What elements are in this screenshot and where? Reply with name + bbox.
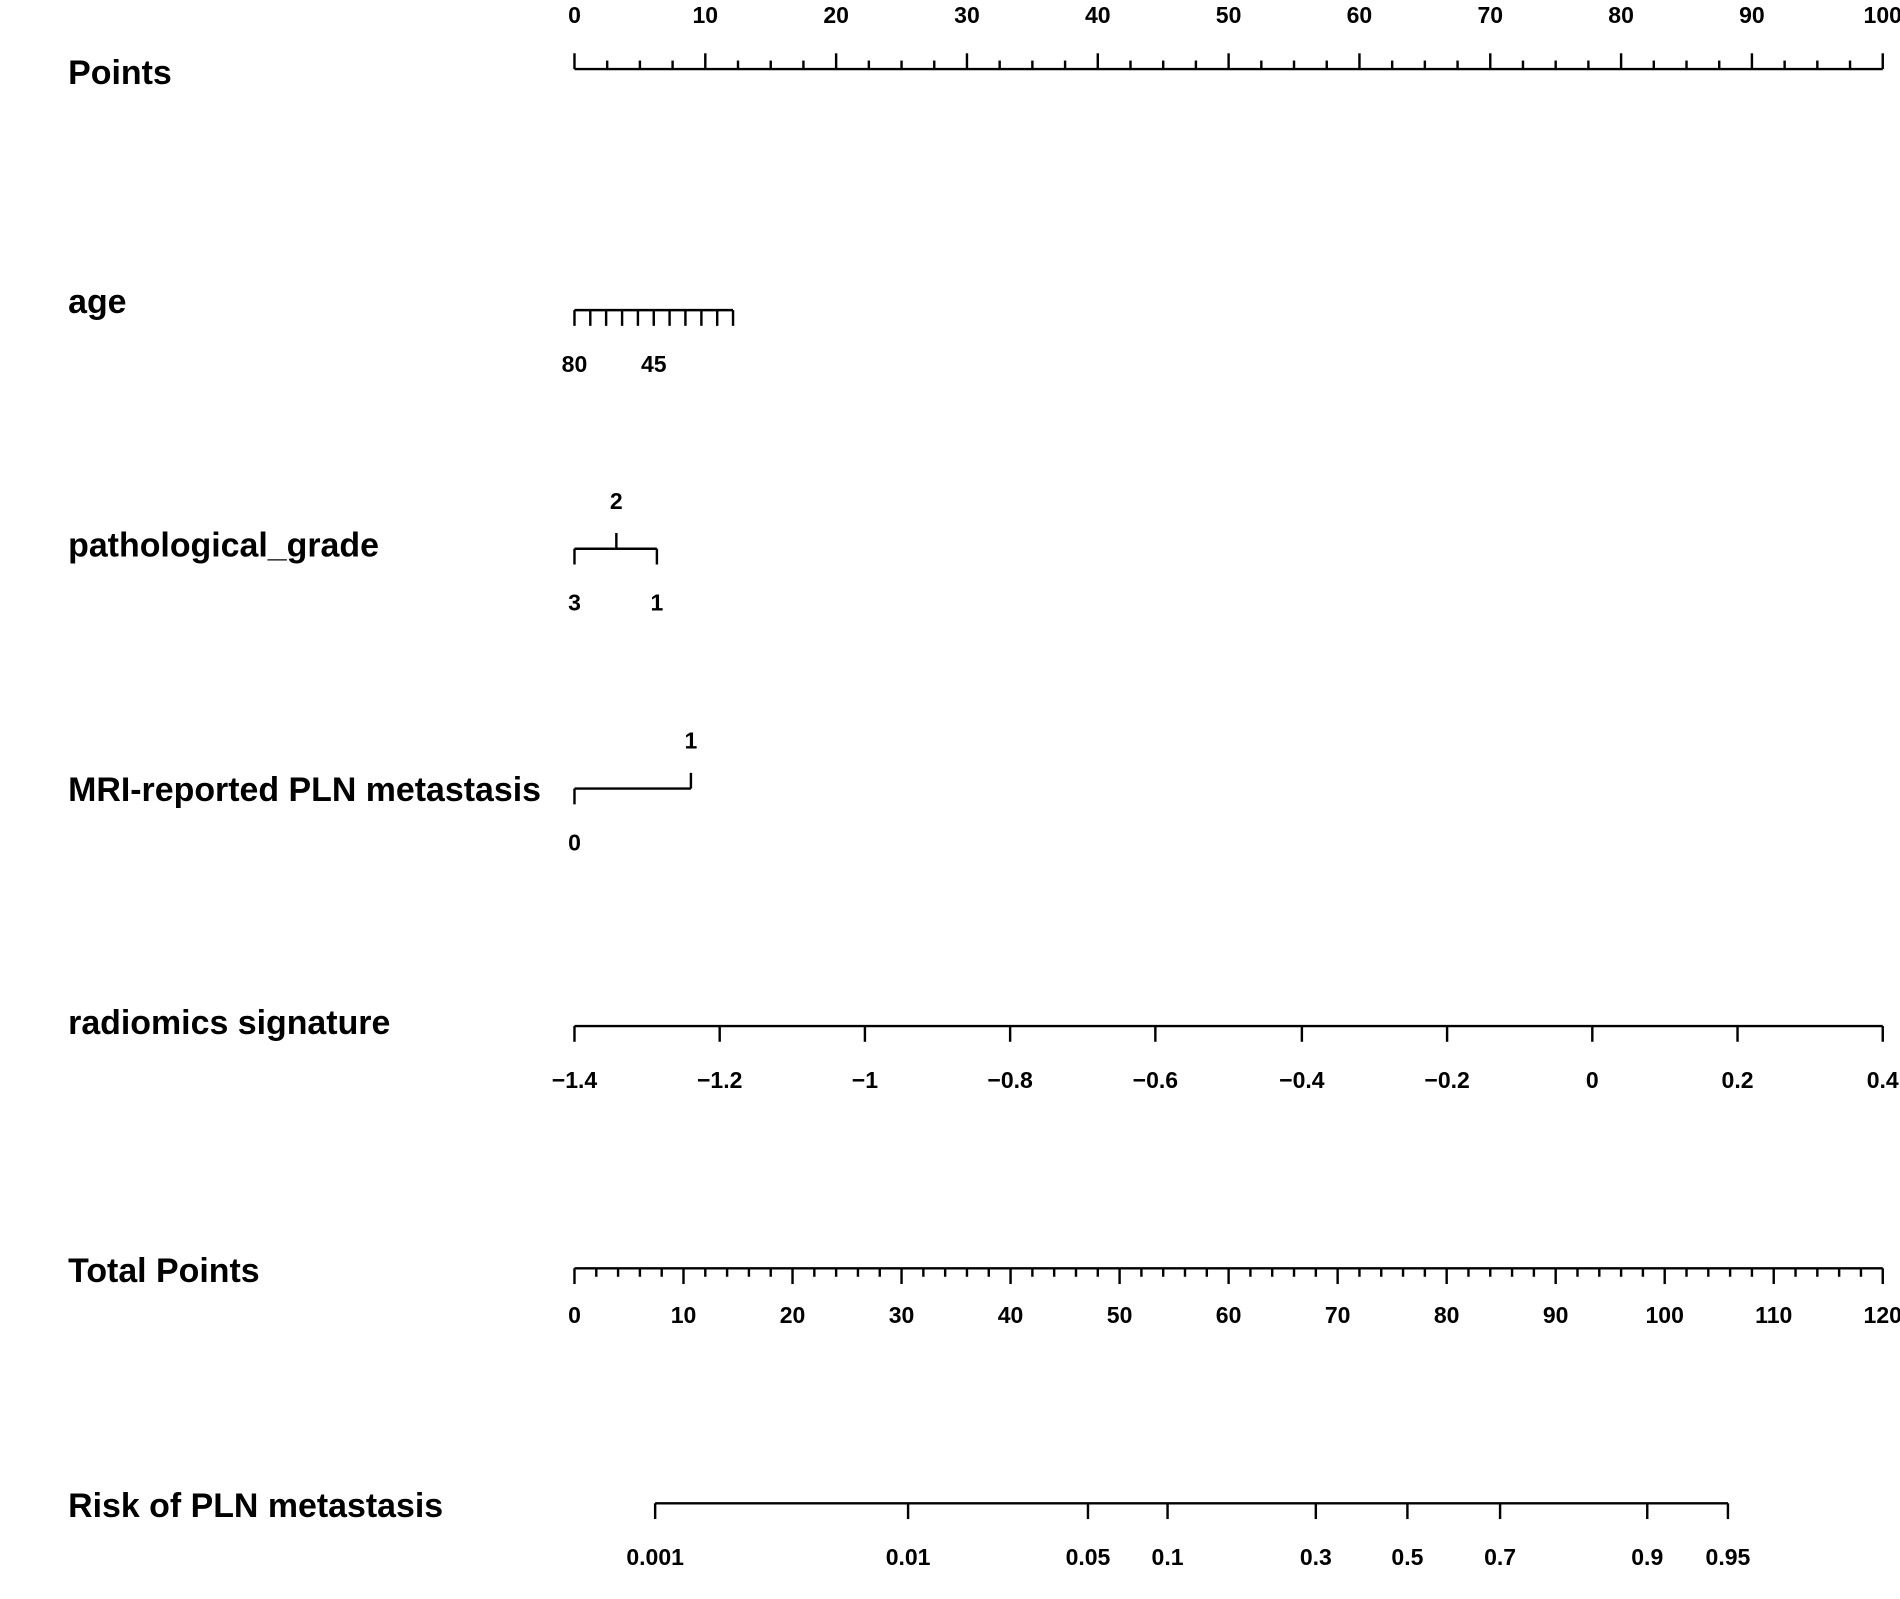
tick-label: 0.1 [1152,1544,1184,1570]
tick-label: 100 [1864,2,1900,28]
axis-name: radiomics signature [68,1004,390,1042]
tick-label: 0.95 [1706,1544,1751,1570]
tick-label: 0 [1586,1067,1599,1093]
tick-label: −0.2 [1424,1067,1469,1093]
tick-label: 20 [823,2,849,28]
tick-label: 0 [568,1302,581,1328]
tick-label: 40 [998,1302,1024,1328]
tick-label: 60 [1216,1302,1242,1328]
axis-name: MRI-reported PLN metastasis [68,771,541,809]
axis-name: Risk of PLN metastasis [68,1487,443,1525]
tick-label: 2 [610,488,623,514]
tick-label: 80 [562,351,588,377]
tick-label: 40 [1085,2,1111,28]
tick-label: 0.5 [1391,1544,1423,1570]
tick-label: 120 [1864,1302,1900,1328]
tick-label: 0.3 [1300,1544,1332,1570]
tick-label: 1 [651,590,664,616]
tick-label: 110 [1755,1302,1792,1328]
tick-label: −1 [852,1067,878,1093]
tick-label: 0 [568,829,581,855]
tick-label: −1.4 [552,1067,598,1093]
axis-name: age [68,283,126,321]
axis-name: Total Points [68,1252,260,1290]
tick-label: 70 [1477,2,1503,28]
tick-label: 0.001 [626,1544,684,1570]
tick-label: 0.01 [886,1544,931,1570]
tick-label: −0.6 [1133,1067,1178,1093]
tick-label: 50 [1107,1302,1133,1328]
tick-label: 45 [641,351,667,377]
tick-label: 90 [1543,1302,1569,1328]
tick-label: 0.2 [1722,1067,1754,1093]
tick-label: 30 [889,1302,915,1328]
tick-label: 10 [693,2,719,28]
tick-label: −0.4 [1279,1067,1325,1093]
tick-label: 50 [1216,2,1242,28]
tick-label: 80 [1608,2,1634,28]
tick-label: 70 [1325,1302,1351,1328]
axis-name: pathological_grade [68,526,379,564]
tick-label: 0.9 [1631,1544,1663,1570]
tick-label: 10 [671,1302,697,1328]
axis-name: Points [68,54,172,92]
tick-label: 30 [954,2,980,28]
tick-label: 3 [568,590,581,616]
tick-label: −1.2 [697,1067,742,1093]
tick-label: 0 [568,2,581,28]
tick-label: 60 [1347,2,1373,28]
tick-label: −0.8 [987,1067,1033,1093]
tick-label: 0.7 [1484,1544,1516,1570]
tick-label: 0.4 [1867,1067,1899,1093]
tick-label: 90 [1739,2,1765,28]
tick-label: 100 [1646,1302,1684,1328]
tick-label: 20 [780,1302,806,1328]
tick-label: 0.05 [1066,1544,1111,1570]
tick-label: 80 [1434,1302,1460,1328]
tick-label: 1 [685,728,698,754]
